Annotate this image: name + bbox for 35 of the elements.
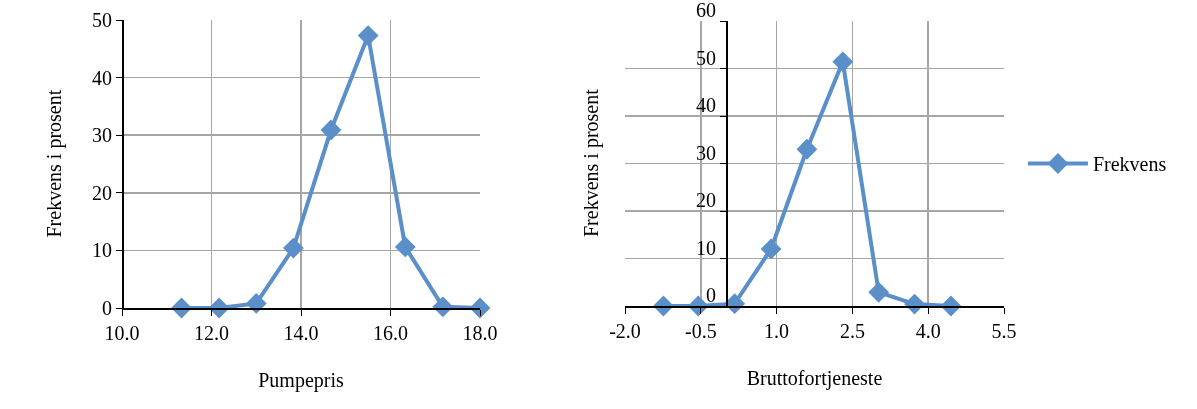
x-axis-title: Pumpepris [258,368,344,392]
x-tick-label: -2.0 [609,319,641,342]
x-axis-title: Bruttofortjeneste [746,366,883,390]
point [320,119,342,141]
point [357,25,379,46]
x-tick-label: 12.0 [194,321,229,344]
y-tick-label: 50 [696,46,717,69]
y-tick-label: 20 [696,189,717,211]
legend-label: Frekvens [1092,153,1167,176]
y-tick-label: 30 [92,124,112,147]
x-tick-label: 16.0 [373,321,408,344]
x-tick-label: 4.0 [915,319,941,342]
y-tick-label: 40 [696,94,717,116]
x-tick-label: 10.0 [104,321,140,344]
x-tick-label: 2.5 [839,319,865,342]
x-tick-label: 18.0 [462,321,498,344]
x-tick-label: -0.5 [684,319,717,342]
y-tick-label: 60 [696,0,717,21]
y-tick-label: 20 [92,181,112,204]
y-tick-label: 30 [696,141,717,164]
y-tick-label: 40 [92,66,112,89]
y-tick-label: 50 [92,9,112,31]
point [394,236,416,258]
y-tick-label: 10 [696,236,717,259]
x-tick-label: 5.5 [991,319,1017,342]
point [245,292,267,314]
x-tick-label: 1.0 [764,319,790,342]
y-tick-label: 10 [92,239,112,262]
point [282,237,304,259]
y-axis-title: Frekvens i prosent [42,89,66,238]
point [469,297,491,319]
y-tick-label: 0 [102,297,112,319]
y-axis-title: Frekvens i prosent [580,88,603,237]
x-tick-label: 14.0 [283,321,319,344]
y-tick-label: 0 [706,284,717,306]
